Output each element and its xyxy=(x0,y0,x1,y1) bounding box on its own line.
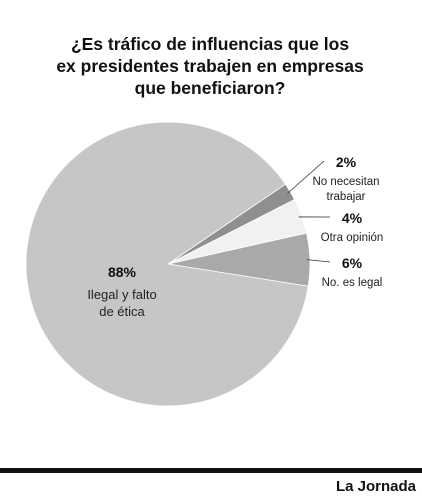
chart-title-line-2: ex presidentes trabajen en empresas xyxy=(56,56,364,76)
data-label-no-es-legal-percent: 6% xyxy=(342,255,363,271)
leader-line-no-necesitan-trabajar xyxy=(287,160,325,194)
data-label-otra-opinion-percent: 4% xyxy=(342,210,363,226)
chart-title-line-3: que beneficiaron? xyxy=(134,78,286,98)
source-credit: La Jornada xyxy=(335,478,416,495)
data-label-ilegal-line-2: de ética xyxy=(99,304,145,319)
leader-line-no-es-legal xyxy=(306,259,331,263)
data-label-ilegal-percent: 88% xyxy=(108,264,137,280)
footer-rule xyxy=(0,468,422,473)
data-label-no-es-legal-line-1: No. es legal xyxy=(322,277,383,289)
data-label-ilegal-line-1: Ilegal y falto xyxy=(87,287,156,302)
pie-chart: 88% Ilegal y falto de ética 2% No necesitan t… xyxy=(25,121,384,407)
data-label-otra-opinion-line-1: Otra opinión xyxy=(321,232,384,244)
data-label-no-necesitan-trabajar-line-1: No necesitan xyxy=(312,176,379,188)
chart-title-line-1: ¿Es tráfico de influencias que los xyxy=(70,34,350,54)
data-label-no-necesitan-trabajar-percent: 2% xyxy=(336,154,357,170)
data-label-no-necesitan-trabajar-line-2: trabajar xyxy=(327,191,366,203)
chart-title: ¿Es tráfico de influencias que los ex pr… xyxy=(30,33,390,99)
pie-slice-ilegal xyxy=(25,121,309,407)
